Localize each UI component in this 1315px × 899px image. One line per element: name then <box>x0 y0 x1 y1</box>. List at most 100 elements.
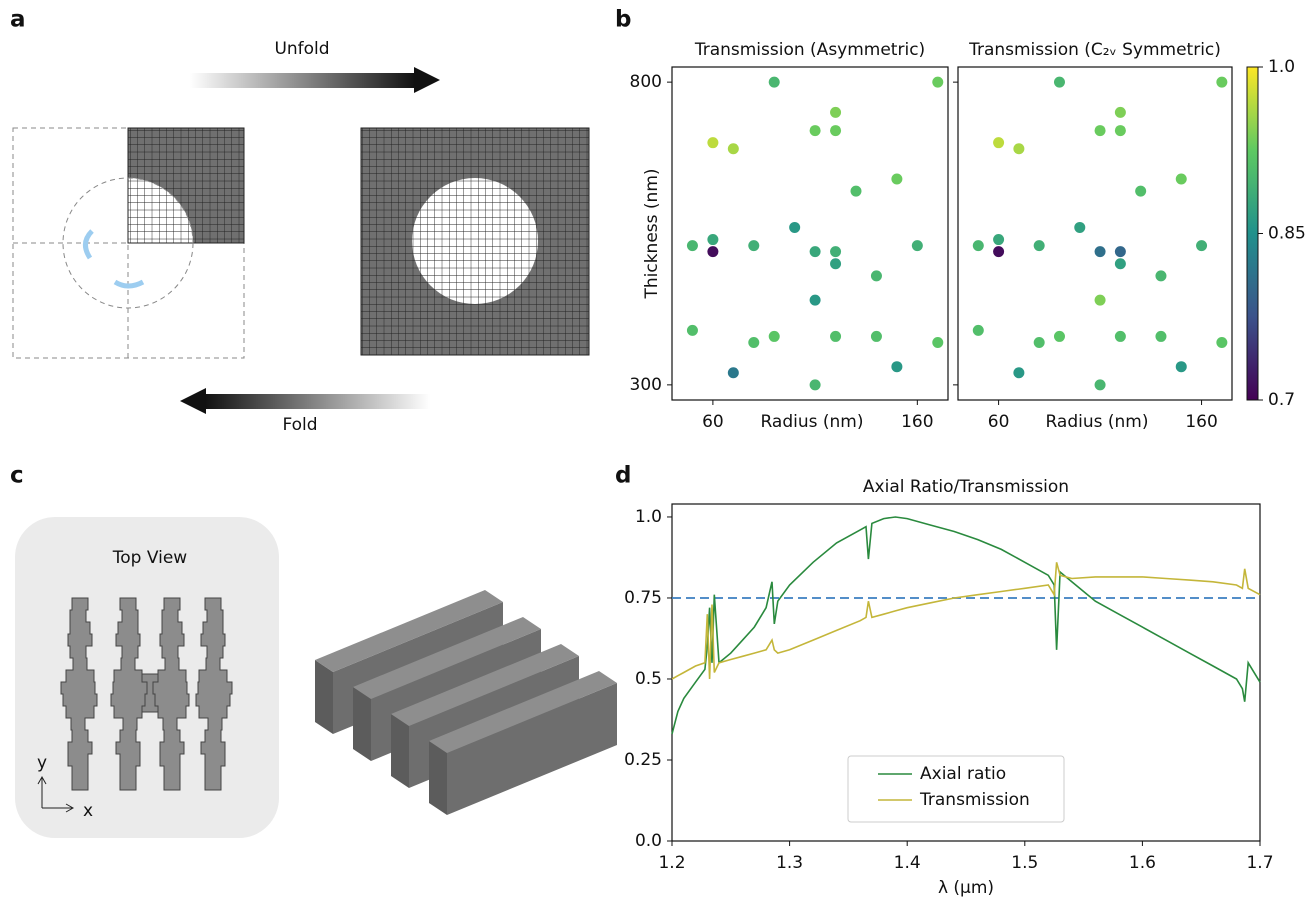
x-tick-label: 1.4 <box>894 853 921 873</box>
axis-label: y <box>37 753 47 773</box>
scatter-point <box>1054 331 1065 342</box>
scatter-point <box>830 107 841 118</box>
scatter-point <box>1196 240 1207 251</box>
scatter-point <box>1176 174 1187 185</box>
slab-end <box>353 687 371 761</box>
scatter-point <box>993 246 1004 257</box>
panel-a: Unfold Fold <box>13 39 589 435</box>
panel-label: b <box>615 7 631 33</box>
scatter-point <box>912 240 923 251</box>
scatter-point <box>1095 246 1106 257</box>
x-axis-label: Radius (nm) <box>760 412 863 432</box>
plot-frame <box>958 67 1232 400</box>
x-tick-label: 1.7 <box>1246 853 1273 873</box>
scatter-point <box>1013 367 1024 378</box>
y-axis-label: Thickness (nm) <box>642 168 662 299</box>
scatter-point <box>1034 240 1045 251</box>
scatter-point <box>973 240 984 251</box>
x-tick-label: 1.3 <box>776 853 803 873</box>
rotation-arrow <box>85 231 92 258</box>
scatter-point <box>1216 337 1227 348</box>
legend-label: Axial ratio <box>920 764 1006 784</box>
scatter-point <box>1155 270 1166 281</box>
x-tick-label: 1.2 <box>658 853 685 873</box>
scatter-point <box>871 331 882 342</box>
line-series <box>672 562 1260 679</box>
scatter-point <box>748 240 759 251</box>
scatter-point <box>1095 379 1106 390</box>
y-tick-label: 0.0 <box>635 831 662 851</box>
colorbar-tick-label: 0.7 <box>1268 390 1295 410</box>
grid <box>128 128 244 243</box>
unfold-arrow <box>190 73 415 88</box>
scatter-point <box>707 137 718 148</box>
scatter-point <box>891 361 902 372</box>
rotation-arrow <box>115 282 143 286</box>
scatter-point <box>973 325 984 336</box>
top-view-title: Top View <box>112 548 188 568</box>
scatter-point <box>1074 222 1085 233</box>
scatter-point <box>1013 143 1024 154</box>
colorbar-tick-label: 0.85 <box>1268 224 1306 244</box>
scatter-point <box>993 137 1004 148</box>
scatter-point <box>707 234 718 245</box>
scatter-point <box>932 337 943 348</box>
scatter-point <box>1135 186 1146 197</box>
axis-label: x <box>83 801 93 821</box>
colorbar <box>1247 67 1258 400</box>
slab-end <box>429 741 447 815</box>
chart-title: Axial Ratio/Transmission <box>863 477 1069 497</box>
arrow-label: Unfold <box>274 39 329 59</box>
panel-label: d <box>615 463 631 489</box>
panel-label: c <box>10 463 24 489</box>
x-axis-label: Radius (nm) <box>1045 412 1148 432</box>
y-tick-label: 0.5 <box>635 669 662 689</box>
line-series <box>672 517 1260 734</box>
scatter-point <box>789 222 800 233</box>
scatter-point <box>1034 337 1045 348</box>
scatter-point <box>830 246 841 257</box>
scatter-point <box>1095 125 1106 136</box>
scatter-point <box>748 337 759 348</box>
scatter-point <box>871 270 882 281</box>
panel-c: Top View y x <box>15 517 279 838</box>
scatter-point <box>810 379 821 390</box>
x-axis-label: λ (μm) <box>938 878 994 898</box>
chart-title: Transmission (Asymmetric) <box>694 40 925 60</box>
scatter-point <box>1115 331 1126 342</box>
scatter-point <box>851 186 862 197</box>
slab-end <box>391 714 409 788</box>
scatter-point <box>687 240 698 251</box>
plot-frame <box>672 67 948 400</box>
grid <box>361 128 589 355</box>
scatter-point <box>1095 295 1106 306</box>
scatter-point <box>1054 77 1065 88</box>
arrow-label: Fold <box>282 415 317 435</box>
scatter-point <box>728 143 739 154</box>
scatter-point <box>1115 258 1126 269</box>
x-tick-label: 160 <box>1185 412 1217 432</box>
page: a b c d Unfold Fold Top View y x Transmi… <box>0 0 1315 899</box>
y-tick-label: 300 <box>630 375 662 395</box>
scatter-point <box>810 295 821 306</box>
chart-title: Transmission (C₂ᵥ Symmetric) <box>968 40 1221 60</box>
scatter-point <box>769 77 780 88</box>
scatter-point <box>687 325 698 336</box>
slab-end <box>315 660 333 734</box>
scatter-point <box>830 125 841 136</box>
x-tick-label: 1.5 <box>1011 853 1038 873</box>
scatter-point <box>891 174 902 185</box>
scatter-point <box>728 367 739 378</box>
legend-label: Transmission <box>919 790 1030 810</box>
scatter-point <box>707 246 718 257</box>
scatter-point <box>932 77 943 88</box>
panel-label: a <box>10 7 26 33</box>
scatter-point <box>830 331 841 342</box>
y-tick-label: 1.0 <box>635 507 662 527</box>
arrow-head <box>180 388 206 414</box>
scatter-point <box>993 234 1004 245</box>
scatter-point <box>1155 331 1166 342</box>
scatter-point <box>1115 246 1126 257</box>
scatter-point <box>810 246 821 257</box>
x-tick-label: 60 <box>702 412 724 432</box>
